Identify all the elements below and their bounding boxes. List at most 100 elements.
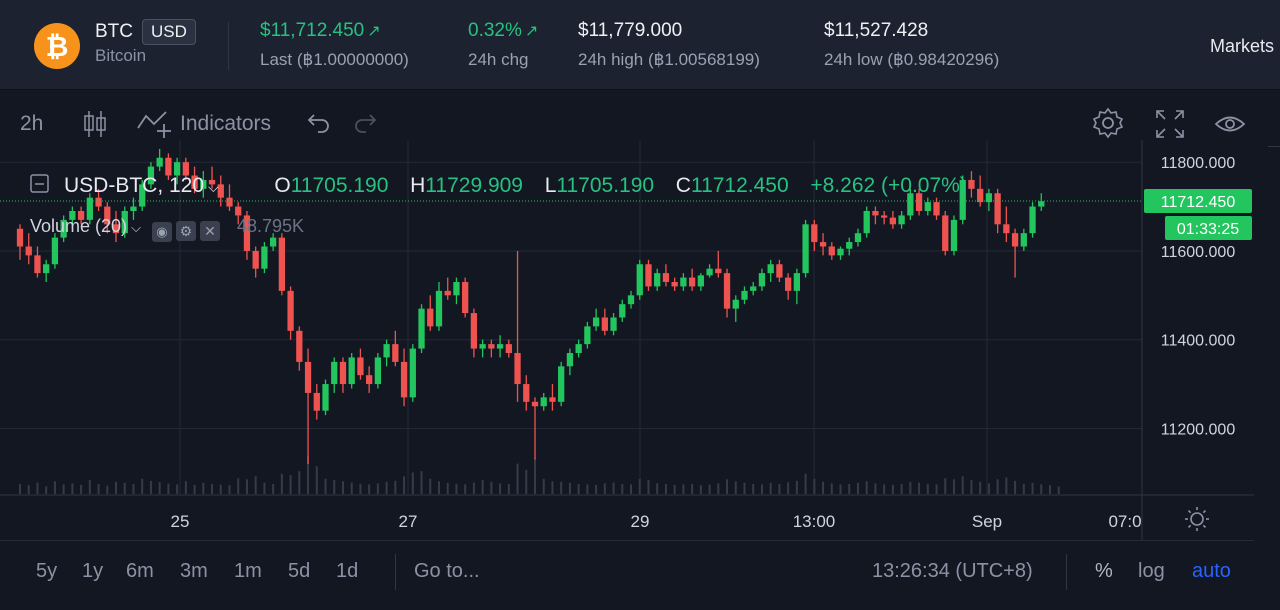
candle	[104, 202, 111, 234]
volume-bar	[577, 483, 580, 494]
volume-legend: Volume (20) ⌵ ◉ ⚙ ✕ 48.795K	[30, 216, 304, 242]
markets-link[interactable]: Markets	[1209, 36, 1274, 56]
volume-bar	[341, 481, 344, 494]
change-stat: 0.32% ↗ 24h chg	[468, 20, 538, 70]
bar-countdown-tag	[1165, 216, 1252, 241]
high-label: H	[410, 174, 426, 197]
volume-bar	[149, 480, 152, 494]
candle	[95, 188, 102, 211]
candle	[322, 379, 329, 416]
candle	[173, 157, 181, 185]
volume-bar	[228, 485, 231, 494]
candle	[750, 282, 757, 296]
range-button-5d[interactable]: 5d	[288, 560, 311, 582]
goto-button[interactable]: Go to...	[414, 560, 480, 582]
last-price-stat: $11,712.450 ↗ Last (฿1.00000000)	[260, 20, 409, 70]
volume-bar	[612, 482, 615, 494]
candle	[784, 273, 792, 300]
price-axis: 11800.000 11600.000 11400.000 11200.000 1171…	[1144, 155, 1252, 438]
volume-bar	[979, 481, 982, 494]
candle	[610, 313, 617, 336]
volume-bar	[202, 482, 205, 494]
auto-toggle[interactable]: auto	[1192, 560, 1231, 582]
last-price-tag	[1144, 189, 1252, 214]
pair-interval-label[interactable]: USD-BTC, 120	[64, 174, 205, 197]
redo-icon[interactable]	[352, 111, 378, 135]
range-button-3m[interactable]: 3m	[180, 560, 208, 582]
candle	[1011, 228, 1019, 278]
price-tick-label: 11600.000	[1161, 244, 1236, 261]
volume-remove-icon[interactable]: ✕	[199, 221, 220, 241]
candle	[732, 295, 739, 322]
candle	[584, 321, 591, 349]
fullscreen-icon[interactable]	[1154, 108, 1186, 140]
volume-bar	[490, 481, 493, 494]
candle	[383, 339, 390, 367]
log-toggle[interactable]: log	[1138, 560, 1165, 582]
percent-toggle[interactable]: %	[1095, 560, 1113, 582]
indicators-button[interactable]: Indicators	[180, 112, 272, 135]
candle	[252, 246, 259, 278]
range-button-5y[interactable]: 5y	[36, 560, 58, 582]
volume-bar	[656, 483, 659, 494]
quote-currency-badge[interactable]: USD	[142, 19, 196, 45]
volume-bar	[193, 484, 196, 494]
volume-bar	[115, 481, 118, 494]
volume-bar	[909, 481, 912, 494]
volume-bar	[734, 481, 737, 494]
candle	[77, 206, 85, 225]
candle	[854, 228, 862, 247]
indicators-icon[interactable]	[136, 108, 174, 140]
time-tick-label: 13:00	[793, 512, 836, 531]
range-button-6m[interactable]: 6m	[126, 560, 154, 582]
candles-icon[interactable]	[82, 108, 108, 140]
volume-bar	[1005, 477, 1008, 494]
volume-bar	[62, 484, 65, 494]
last-price-value: $11,712.450	[260, 20, 365, 41]
range-button-1y[interactable]: 1y	[82, 560, 104, 582]
volume-bar	[420, 471, 423, 494]
range-button-1m[interactable]: 1m	[234, 560, 262, 582]
volume-bar	[944, 478, 947, 494]
collapse-legend-icon[interactable]	[30, 174, 50, 194]
last-price-label: Last (฿1.00000000)	[260, 50, 409, 69]
volume-bar	[106, 485, 109, 494]
candle	[654, 268, 661, 291]
volume-settings-icon[interactable]: ⚙	[175, 221, 196, 241]
settings-gear-icon[interactable]	[1092, 107, 1124, 139]
volume-bar	[760, 484, 763, 494]
clock-timezone[interactable]: 13:26:34 (UTC+8)	[872, 560, 1033, 582]
volume-bar	[132, 484, 135, 494]
undo-icon[interactable]	[306, 111, 332, 135]
candle	[636, 259, 643, 300]
range-button-1d[interactable]: 1d	[336, 560, 359, 582]
candle	[837, 246, 844, 260]
volume-bar	[542, 478, 545, 494]
volume-label[interactable]: Volume (20)	[30, 216, 128, 236]
candle	[278, 233, 286, 296]
interval-selector[interactable]: 2h	[20, 112, 44, 135]
volume-bar	[437, 481, 440, 494]
price-chart[interactable]: 11800.000 11600.000 11400.000 11200.000 1171…	[0, 140, 1254, 540]
volume-bar	[36, 482, 39, 494]
candle	[25, 233, 32, 265]
volume-visibility-icon[interactable]: ◉	[151, 222, 172, 242]
volume-bar	[664, 483, 667, 494]
candle	[261, 242, 268, 274]
candle	[959, 175, 966, 225]
eye-visibility-icon[interactable]	[1214, 110, 1246, 138]
candle	[165, 153, 172, 180]
candle	[191, 166, 198, 194]
candle	[147, 162, 155, 189]
candle	[558, 361, 565, 407]
candle	[392, 330, 399, 367]
time-tick-label: 07:0	[1108, 512, 1141, 531]
chevron-down-icon[interactable]: ⌵	[131, 220, 141, 235]
volume-value: 48.795K	[236, 216, 305, 236]
candle	[357, 348, 364, 380]
chevron-down-icon[interactable]: ⌵	[208, 179, 219, 195]
candle	[540, 392, 547, 411]
theme-sun-icon[interactable]	[1185, 507, 1209, 531]
volume-bar	[27, 485, 30, 494]
volume-bar	[359, 483, 362, 494]
